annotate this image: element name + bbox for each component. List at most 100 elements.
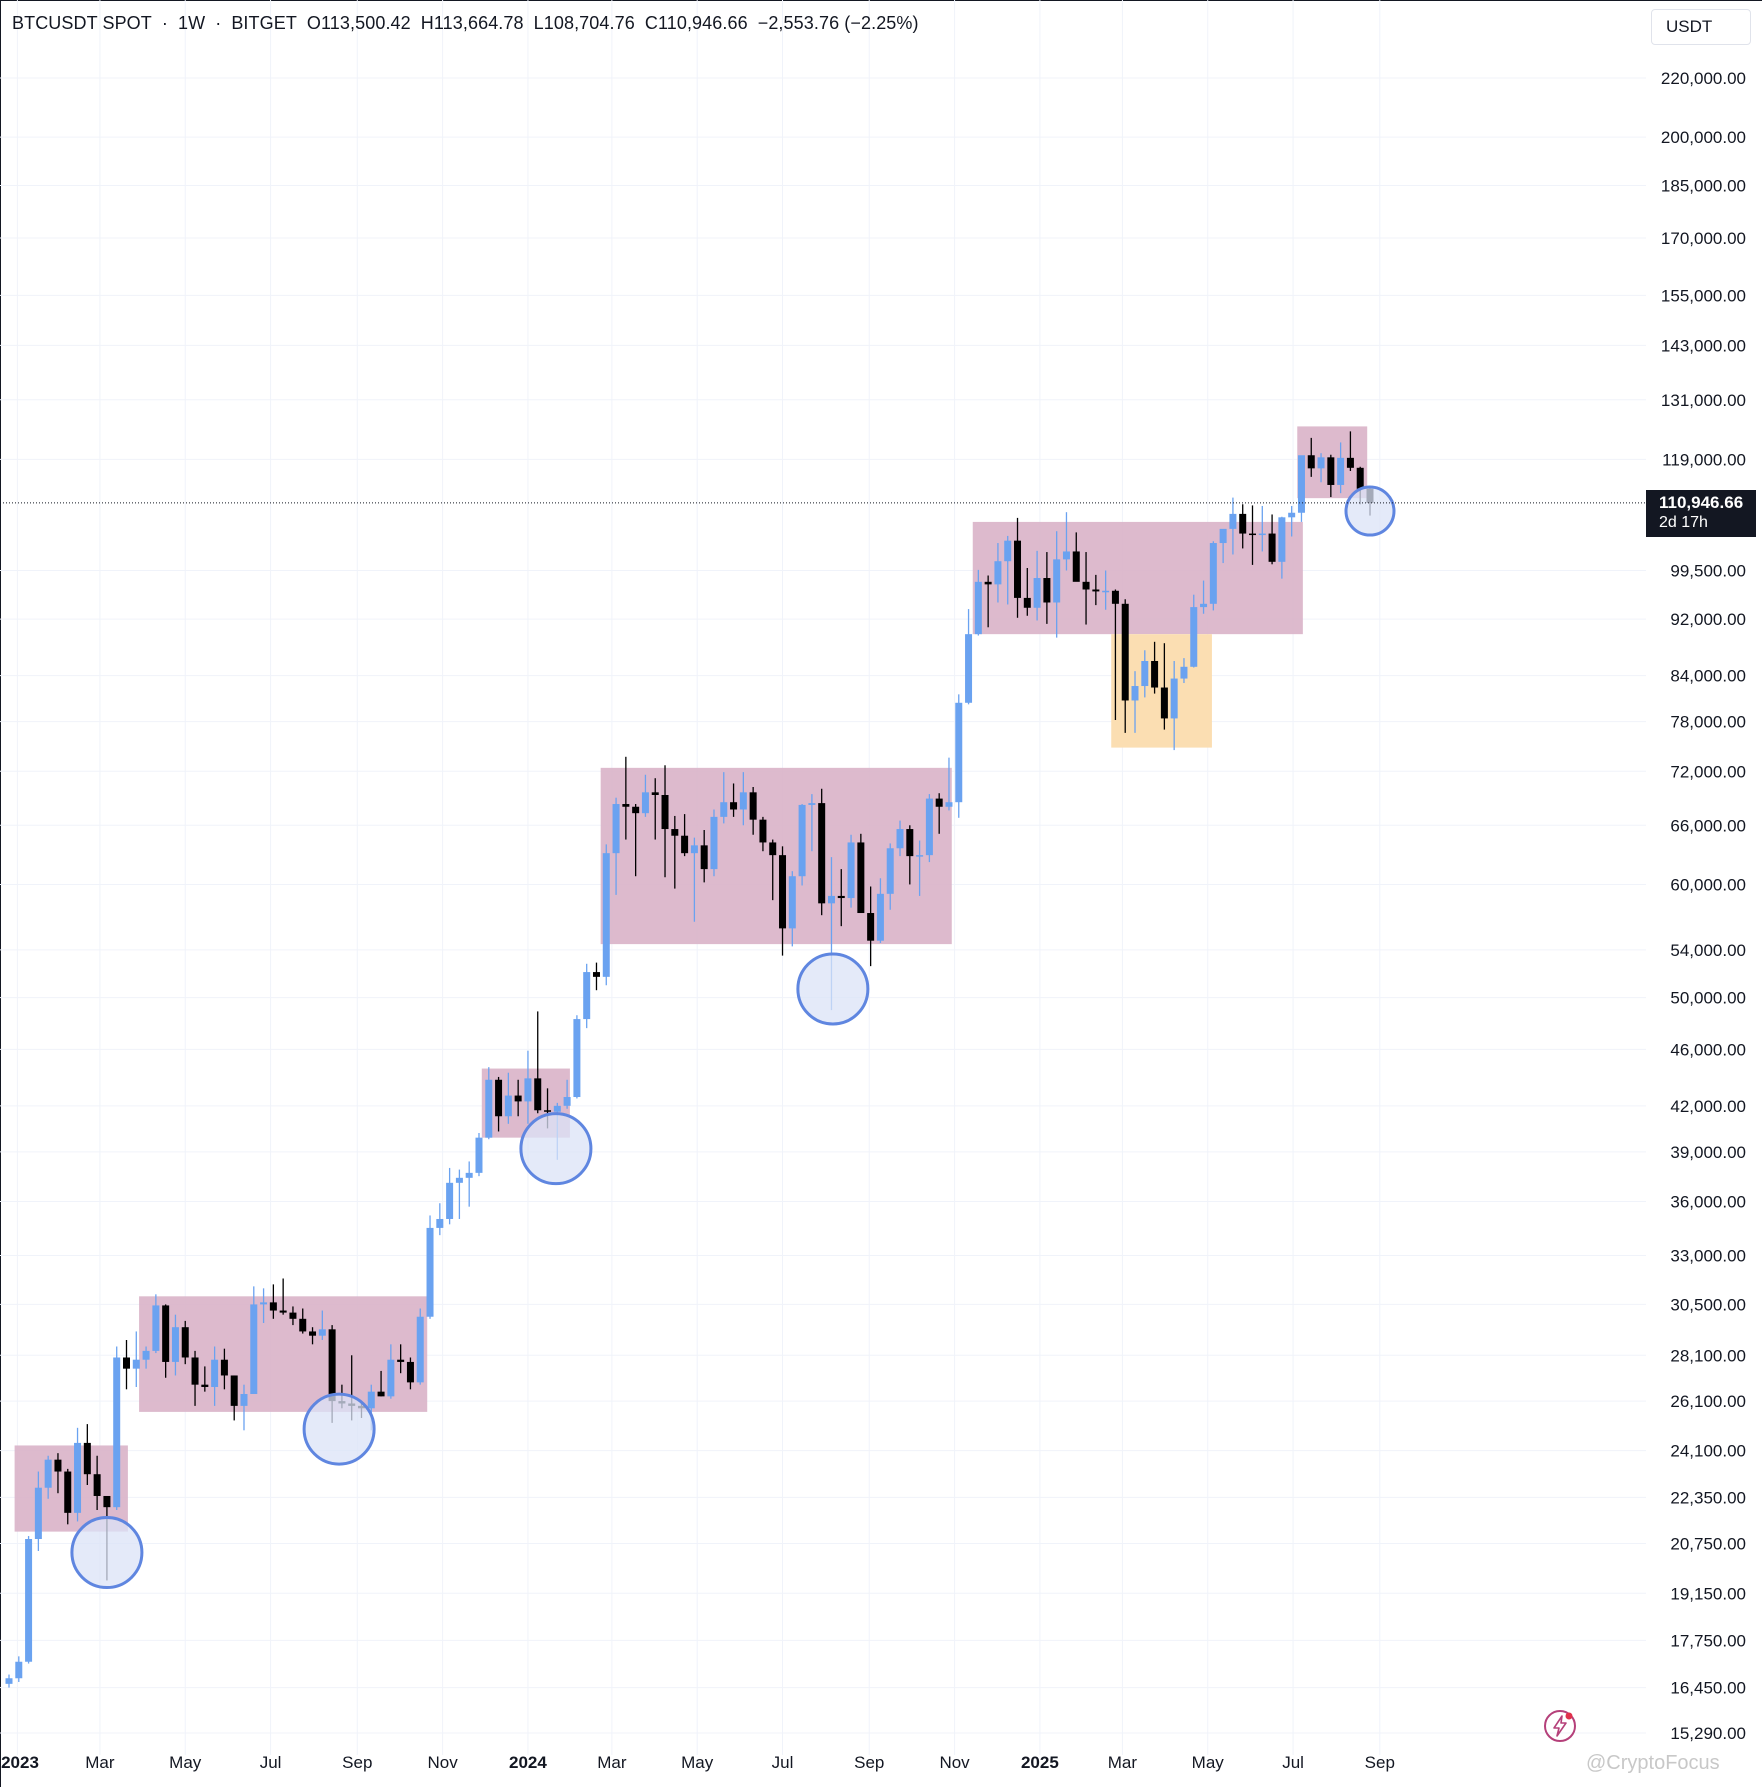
candle-body-down (201, 1384, 209, 1387)
price-tick-label: 30,500.00 (1670, 1295, 1746, 1314)
wick-circles (70, 485, 1396, 1590)
candle-body-up (1033, 578, 1041, 608)
candle-body-up (25, 1539, 33, 1662)
candle-body-up (925, 798, 933, 856)
candle-body-up (876, 893, 884, 941)
time-tick-label: Nov (939, 1753, 970, 1772)
candle-body-up (1180, 666, 1188, 679)
candle-body-down (230, 1375, 238, 1406)
candle-body-up (5, 1678, 13, 1684)
candle-body-up (446, 1182, 454, 1219)
candle-body-up (1258, 533, 1266, 536)
candle-body-up (1317, 457, 1325, 469)
candle-body-up (720, 802, 728, 817)
candle-body-down (1327, 457, 1335, 485)
candle-body-down (818, 803, 826, 904)
candle-body-up (1229, 513, 1237, 529)
candle-body-up (485, 1079, 493, 1138)
candle-body-down (749, 792, 757, 820)
candle-body-up (1131, 686, 1139, 701)
candle-body-down (730, 802, 738, 810)
price-tick-label: 155,000.00 (1661, 286, 1746, 305)
symbol-header: BTCUSDT SPOT · 1W · BITGET O113,500.42 H113,66… (12, 13, 929, 34)
candle-body-up (612, 804, 620, 854)
candle-body-down (162, 1305, 170, 1362)
time-tick-label: May (681, 1753, 714, 1772)
candle-body-down (1072, 551, 1080, 582)
candles (5, 431, 1374, 1688)
candle-body-down (1082, 581, 1090, 590)
price-tick-label: 15,290.00 (1670, 1724, 1746, 1743)
wick-circle (796, 952, 870, 1026)
candle-body-up (34, 1487, 42, 1540)
candle-body-down (299, 1318, 307, 1332)
candle-body-down (64, 1471, 72, 1513)
candle-body-up (260, 1302, 268, 1305)
candle-body-up (1004, 540, 1012, 562)
time-tick-label: Jul (772, 1753, 794, 1772)
candle-body-down (406, 1361, 414, 1383)
candle-body-down (54, 1459, 62, 1472)
candle-body-down (671, 829, 679, 836)
price-tick-label: 26,100.00 (1670, 1392, 1746, 1411)
time-tick-label: Sep (1365, 1753, 1395, 1772)
candle-body-up (896, 829, 904, 849)
candle-body-up (583, 972, 591, 1020)
time-tick-label: 2023 (1, 1753, 39, 1772)
candle-body-down (181, 1327, 189, 1358)
candle-body-down (622, 804, 630, 807)
candle-body-up (1062, 551, 1070, 560)
currency-button[interactable]: USDT (1651, 9, 1751, 45)
high-value: H113,664.78 (420, 13, 524, 33)
candle-body-down (769, 842, 777, 856)
price-tick-label: 170,000.00 (1661, 229, 1746, 248)
candle-body-down (1356, 467, 1364, 489)
time-tick-label: May (1192, 1753, 1225, 1772)
candle-body-up (739, 792, 747, 810)
header-separator-1: · (161, 13, 168, 33)
price-axis[interactable]: 220,000.00 200,000.00 185,000.00 170,000.00… (1661, 69, 1746, 1743)
last-price-value: 110,946.66 (1659, 493, 1744, 512)
candle-body-down (1268, 533, 1276, 562)
wick-circle (302, 1392, 376, 1466)
price-tick-label: 33,000.00 (1670, 1247, 1746, 1266)
candle-body-up (240, 1394, 248, 1406)
candle-body-up (436, 1218, 444, 1228)
candle-body-down (935, 798, 943, 807)
symbol-name[interactable]: BTCUSDT SPOT (12, 13, 152, 33)
candle-body-up (955, 702, 963, 803)
time-axis[interactable]: 2023 Mar May Jul Sep Nov 2024 Mar May Jul Sep Nov 20… (1, 1753, 1395, 1772)
candle-body-up (602, 853, 610, 977)
candle-body-up (113, 1357, 121, 1508)
price-tick-label: 84,000.00 (1670, 667, 1746, 686)
candle-body-up (1297, 455, 1305, 513)
candle-body-up (945, 802, 953, 807)
candle-body-down (377, 1391, 385, 1397)
candle-body-up (1288, 512, 1296, 518)
time-tick-label: May (169, 1753, 202, 1772)
price-tick-label: 46,000.00 (1670, 1040, 1746, 1059)
candle-body-up (1102, 590, 1110, 593)
candle-body-up (132, 1359, 140, 1369)
candle-body-up (465, 1172, 473, 1178)
candle-body-up (788, 876, 796, 929)
candle-body-down (103, 1495, 111, 1508)
candle-body-down (984, 581, 992, 585)
price-tick-label: 220,000.00 (1661, 69, 1746, 88)
candle-body-down (1239, 513, 1247, 534)
candle-body-down (191, 1357, 199, 1385)
candle-body-up (1337, 457, 1345, 485)
candle-body-down (592, 972, 600, 977)
candle-body-up (504, 1095, 512, 1117)
lightning-icon[interactable] (1543, 1709, 1577, 1743)
price-tick-label: 16,450.00 (1670, 1679, 1746, 1698)
candle-body-down (1151, 660, 1159, 688)
candle-body-down (289, 1312, 297, 1319)
bar-countdown: 2d 17h (1659, 514, 1708, 531)
time-tick-label: Sep (854, 1753, 884, 1772)
candle-body-up (455, 1177, 463, 1183)
candle-body-up (847, 842, 855, 899)
interval-label[interactable]: 1W (178, 13, 206, 33)
price-tick-label: 72,000.00 (1670, 762, 1746, 781)
